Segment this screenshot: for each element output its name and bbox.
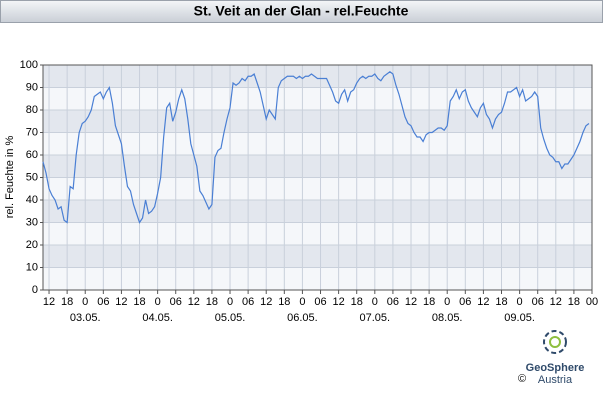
date-label: 09.05. bbox=[504, 312, 535, 324]
x-tick-label: 06 bbox=[532, 296, 544, 308]
x-tick-label: 18 bbox=[351, 296, 363, 308]
x-tick-label: 06 bbox=[314, 296, 326, 308]
x-tick-label: 12 bbox=[405, 296, 417, 308]
y-tick-label: 10 bbox=[26, 261, 38, 273]
band bbox=[43, 155, 592, 178]
band bbox=[43, 245, 592, 268]
x-tick-label: 12 bbox=[43, 296, 55, 308]
x-tick-label: 06 bbox=[170, 296, 182, 308]
y-tick-label: 70 bbox=[26, 126, 38, 138]
plot-border bbox=[42, 64, 593, 291]
logo-name: GeoSphere bbox=[526, 362, 585, 374]
x-tick-label: 12 bbox=[550, 296, 562, 308]
x-tick-label: 18 bbox=[423, 296, 435, 308]
data-line bbox=[42, 71, 590, 224]
date-label: 06.05. bbox=[287, 312, 318, 324]
band bbox=[43, 110, 592, 133]
x-tick-label: 18 bbox=[206, 296, 218, 308]
x-tick-label: 06 bbox=[242, 296, 254, 308]
x-tick-label: 12 bbox=[332, 296, 344, 308]
x-tick-label: 0 bbox=[155, 296, 161, 308]
x-tick-label: 18 bbox=[495, 296, 507, 308]
band bbox=[43, 177, 592, 200]
logo: GeoSphere Austria © bbox=[518, 330, 585, 386]
x-tick-label: 06 bbox=[97, 296, 109, 308]
y-tick-label: 30 bbox=[26, 216, 38, 228]
x-tick-label: 12 bbox=[477, 296, 489, 308]
x-tick-label: 06 bbox=[459, 296, 471, 308]
date-label: 04.05. bbox=[142, 312, 173, 324]
plot: 0 10 20 30 40 50 60 70 80 90 100 12 18 0 06 12 18 0 06 12 18… bbox=[20, 59, 598, 324]
y-tick-label: 20 bbox=[26, 239, 38, 251]
x-tick-label: 12 bbox=[115, 296, 127, 308]
x-tick-label: 18 bbox=[61, 296, 73, 308]
date-label: 03.05. bbox=[70, 312, 101, 324]
logo-sub: Austria bbox=[538, 374, 573, 386]
x-tick-label: 0 bbox=[82, 296, 88, 308]
x-tick-label: 18 bbox=[568, 296, 580, 308]
y-tick-label: 80 bbox=[26, 104, 38, 116]
y-tick-label: 90 bbox=[26, 81, 38, 93]
y-tick-label: 100 bbox=[20, 59, 38, 71]
x-tick-label: 06 bbox=[387, 296, 399, 308]
copyright: © bbox=[518, 373, 526, 385]
x-tick-label: 12 bbox=[260, 296, 272, 308]
x-tick-label: 0 bbox=[227, 296, 233, 308]
x-tick-label: 12 bbox=[188, 296, 200, 308]
band bbox=[43, 65, 592, 88]
x-tick-label: 0 bbox=[517, 296, 523, 308]
y-tick-label: 60 bbox=[26, 149, 38, 161]
band bbox=[43, 200, 592, 223]
y-tick-label: 40 bbox=[26, 194, 38, 206]
y-tick-label: 50 bbox=[26, 171, 38, 183]
x-tick-label: 0 bbox=[372, 296, 378, 308]
date-label: 07.05. bbox=[360, 312, 391, 324]
y-axis-label: rel. Feuchte in % bbox=[4, 136, 16, 219]
logo-icon bbox=[549, 336, 561, 348]
date-label: 05.05. bbox=[215, 312, 246, 324]
x-tick-label: 0 bbox=[299, 296, 305, 308]
band bbox=[43, 87, 592, 110]
band bbox=[43, 267, 592, 290]
x-tick-label: 00 bbox=[586, 296, 598, 308]
date-label: 08.05. bbox=[432, 312, 463, 324]
x-tick-label: 18 bbox=[133, 296, 145, 308]
y-tick-label: 0 bbox=[32, 284, 38, 296]
logo-icon bbox=[543, 330, 567, 354]
band bbox=[43, 222, 592, 245]
x-tick-label: 18 bbox=[278, 296, 290, 308]
x-tick-label: 0 bbox=[444, 296, 450, 308]
band bbox=[43, 132, 592, 155]
chart-title: St. Veit an der Glan - rel.Feuchte bbox=[194, 3, 409, 19]
